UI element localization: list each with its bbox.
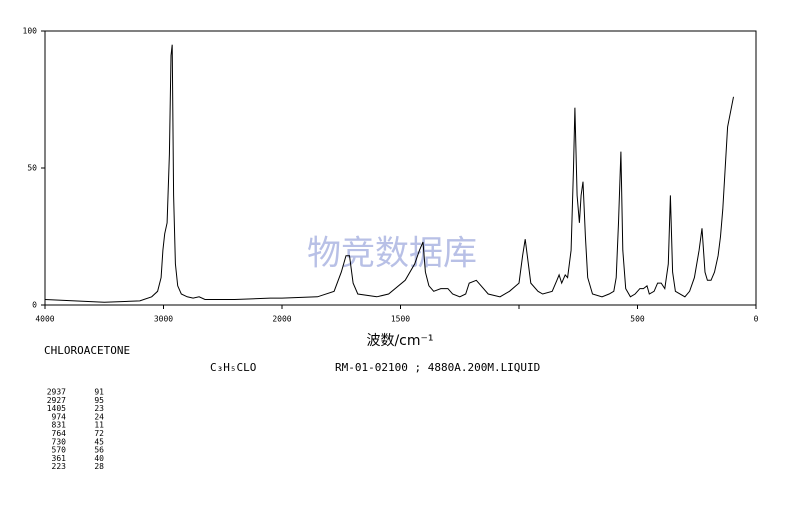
peak-intensity: 45 (94, 437, 104, 446)
peak-intensity: 91 (94, 388, 104, 397)
x-tick-label: 4000 (35, 315, 54, 324)
peak-wavenumber: 570 (52, 446, 67, 455)
x-tick-label: 0 (754, 315, 759, 324)
x-tick-label: 2000 (272, 315, 291, 324)
y-tick-label: 0 (32, 301, 37, 310)
x-axis-label: 波数/cm⁻¹ (366, 333, 433, 349)
peak-intensity: 28 (94, 462, 104, 471)
peak-wavenumber: 1405 (47, 404, 66, 413)
y-tick-label: 100 (23, 27, 38, 36)
peak-wavenumber: 361 (52, 454, 67, 463)
peak-wavenumber: 974 (52, 412, 67, 421)
x-tick-label: 500 (630, 315, 645, 324)
peak-wavenumber: 223 (52, 462, 67, 471)
spectrum-line (44, 44, 734, 303)
peak-wavenumber: 764 (52, 429, 67, 438)
peak-intensity: 56 (94, 446, 104, 455)
peak-wavenumber: 730 (52, 437, 67, 446)
peak-intensity: 95 (94, 396, 104, 405)
peak-intensity: 23 (94, 404, 104, 413)
x-tick-label: 1500 (391, 315, 410, 324)
peak-intensity: 72 (94, 429, 104, 438)
x-tick-label: 3000 (154, 315, 173, 324)
subtitle: RM-01-02100 ; 4880A.200M.LIQUID (335, 361, 540, 374)
peak-wavenumber: 2937 (47, 388, 66, 397)
y-tick-label: 50 (27, 164, 37, 173)
peak-wavenumber: 831 (52, 421, 67, 430)
watermark: 物竞数据库 (307, 234, 477, 274)
peak-intensity: 40 (94, 454, 104, 463)
peak-intensity: 11 (94, 421, 104, 430)
chart-title: CHLOROACETONE (44, 344, 130, 357)
peak-wavenumber: 2927 (47, 396, 66, 405)
formula: C₃H₅CLO (210, 361, 256, 374)
peak-intensity: 24 (94, 412, 104, 421)
